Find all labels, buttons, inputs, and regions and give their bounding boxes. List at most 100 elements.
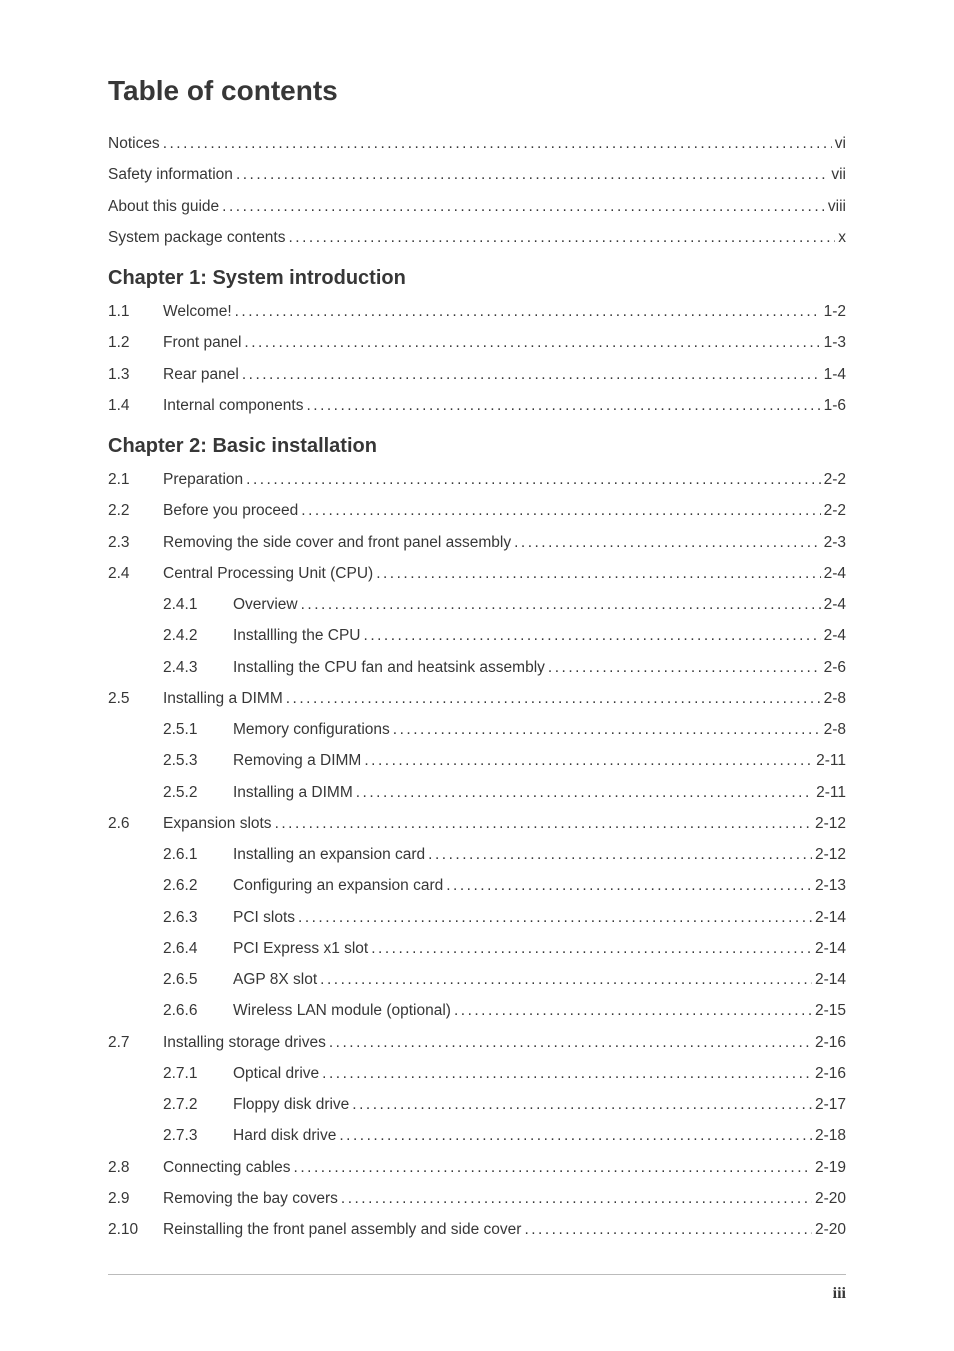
toc-page: 2-4	[821, 624, 846, 647]
toc-subsection-number: 2.7.1	[163, 1062, 233, 1085]
toc-container: Table of contents Notices vi Safety inform…	[108, 75, 846, 1241]
toc-subsection-number: 2.6.6	[163, 999, 233, 1022]
toc-page: 2-19	[812, 1156, 846, 1179]
toc-page: 2-4	[821, 562, 846, 585]
toc-entry: 2.8Connecting cables2-19	[108, 1156, 846, 1179]
toc-section-number: 2.3	[108, 531, 163, 554]
toc-page: 2-11	[813, 749, 846, 772]
toc-subsection-number: 2.6.3	[163, 906, 233, 929]
toc-dots	[548, 656, 821, 679]
toc-entry: 2.1Preparation 2-2	[108, 468, 846, 491]
toc-subsection-number: 2.5.2	[163, 781, 233, 804]
toc-dots	[364, 749, 813, 772]
toc-entry: 2.9Removing the bay covers2-20	[108, 1187, 846, 1210]
toc-page: 2-20	[812, 1218, 846, 1241]
toc-entry: 2.4Central Processing Unit (CPU)2-4	[108, 562, 846, 585]
toc-dots	[320, 968, 812, 991]
toc-page: 2-2	[821, 499, 846, 522]
page-title: Table of contents	[108, 75, 846, 107]
toc-label: Expansion slots	[163, 812, 275, 835]
toc-entry: 2.7.2Floppy disk drive2-17	[108, 1093, 846, 1116]
toc-page: 2-6	[821, 656, 846, 679]
toc-entry: 1.3Rear panel1-4	[108, 363, 846, 386]
toc-page: 2-14	[812, 906, 846, 929]
toc-label: Memory configurations	[233, 718, 393, 741]
toc-label: Rear panel	[163, 363, 242, 386]
toc-label: Safety information	[108, 163, 236, 186]
chapter-title: Chapter 2: Basic installation	[108, 435, 846, 458]
toc-dots	[301, 499, 820, 522]
toc-page: 2-12	[812, 843, 846, 866]
toc-subsection-number: 2.5.1	[163, 718, 233, 741]
toc-page: 1-6	[821, 394, 846, 417]
toc-label: Installing an expansion card	[233, 843, 428, 866]
toc-label: PCI Express x1 slot	[233, 937, 371, 960]
toc-subsection-number: 2.4.2	[163, 624, 233, 647]
toc-page: 2-20	[812, 1187, 846, 1210]
toc-entry: 2.6.6Wireless LAN module (optional) 2-15	[108, 999, 846, 1022]
toc-dots	[428, 843, 812, 866]
toc-label: Optical drive	[233, 1062, 322, 1085]
toc-entry: 2.3Removing the side cover and front pan…	[108, 531, 846, 554]
toc-page: vii	[828, 163, 846, 186]
toc-subsection-number: 2.7.2	[163, 1093, 233, 1116]
toc-page: 1-2	[821, 300, 846, 323]
toc-label: Installing storage drives	[163, 1031, 329, 1054]
chapter-title: Chapter 1: System introduction	[108, 267, 846, 290]
toc-dots	[236, 163, 828, 186]
toc-dots	[289, 226, 836, 249]
toc-entry: System package contentsx	[108, 226, 846, 249]
toc-section-number: 2.10	[108, 1218, 163, 1241]
toc-section-number: 2.6	[108, 812, 163, 835]
toc-section-number: 1.2	[108, 331, 163, 354]
toc-label: Welcome!	[163, 300, 235, 323]
toc-label: Notices	[108, 132, 163, 155]
toc-section-number: 2.1	[108, 468, 163, 491]
toc-entry: 2.6Expansion slots 2-12	[108, 812, 846, 835]
toc-page: 2-8	[821, 718, 846, 741]
toc-subsection-number: 2.6.2	[163, 874, 233, 897]
toc-label: Front panel	[163, 331, 244, 354]
toc-label: Removing a DIMM	[233, 749, 364, 772]
toc-dots	[393, 718, 821, 741]
toc-subsection-number: 2.4.3	[163, 656, 233, 679]
toc-entry: Notices vi	[108, 132, 846, 155]
toc-label: Wireless LAN module (optional)	[233, 999, 454, 1022]
toc-entry: 1.1Welcome!1-2	[108, 300, 846, 323]
toc-entry: 2.7.1Optical drive2-16	[108, 1062, 846, 1085]
toc-label: PCI slots	[233, 906, 298, 929]
chapters-section: Chapter 1: System introduction1.1Welcome…	[108, 267, 846, 1241]
toc-page: 2-18	[812, 1124, 846, 1147]
toc-dots	[294, 1156, 812, 1179]
toc-section-number: 2.7	[108, 1031, 163, 1054]
toc-page: 2-2	[821, 468, 846, 491]
toc-label: Before you proceed	[163, 499, 301, 522]
toc-entry: 2.2Before you proceed2-2	[108, 499, 846, 522]
toc-entry: 2.6.4PCI Express x1 slot2-14	[108, 937, 846, 960]
toc-dots	[246, 468, 820, 491]
toc-dots	[298, 906, 812, 929]
toc-entry: Safety information vii	[108, 163, 846, 186]
toc-entry: 2.5.3Removing a DIMM2-11	[108, 749, 846, 772]
toc-page: 2-13	[812, 874, 846, 897]
toc-dots	[286, 687, 821, 710]
toc-label: Installing a DIMM	[163, 687, 286, 710]
toc-label: Installing the CPU fan and heatsink asse…	[233, 656, 548, 679]
toc-label: Preparation	[163, 468, 246, 491]
toc-page: 2-14	[812, 968, 846, 991]
page-number: iii	[833, 1285, 846, 1302]
toc-label: Connecting cables	[163, 1156, 294, 1179]
toc-section-number: 1.3	[108, 363, 163, 386]
toc-entry: 2.4.1Overview2-4	[108, 593, 846, 616]
toc-entry: 2.5.2Installing a DIMM2-11	[108, 781, 846, 804]
toc-entry: 1.2Front panel1-3	[108, 331, 846, 354]
toc-entry: 1.4Internal components1-6	[108, 394, 846, 417]
front-matter-section: NoticesviSafety informationviiAbout this…	[108, 132, 846, 249]
toc-label: Configuring an expansion card	[233, 874, 446, 897]
toc-dots	[364, 624, 821, 647]
toc-page: 2-12	[812, 812, 846, 835]
toc-page: 2-15	[812, 999, 846, 1022]
toc-label: System package contents	[108, 226, 289, 249]
toc-entry: 2.7.3Hard disk drive2-18	[108, 1124, 846, 1147]
toc-page: vi	[832, 132, 846, 155]
